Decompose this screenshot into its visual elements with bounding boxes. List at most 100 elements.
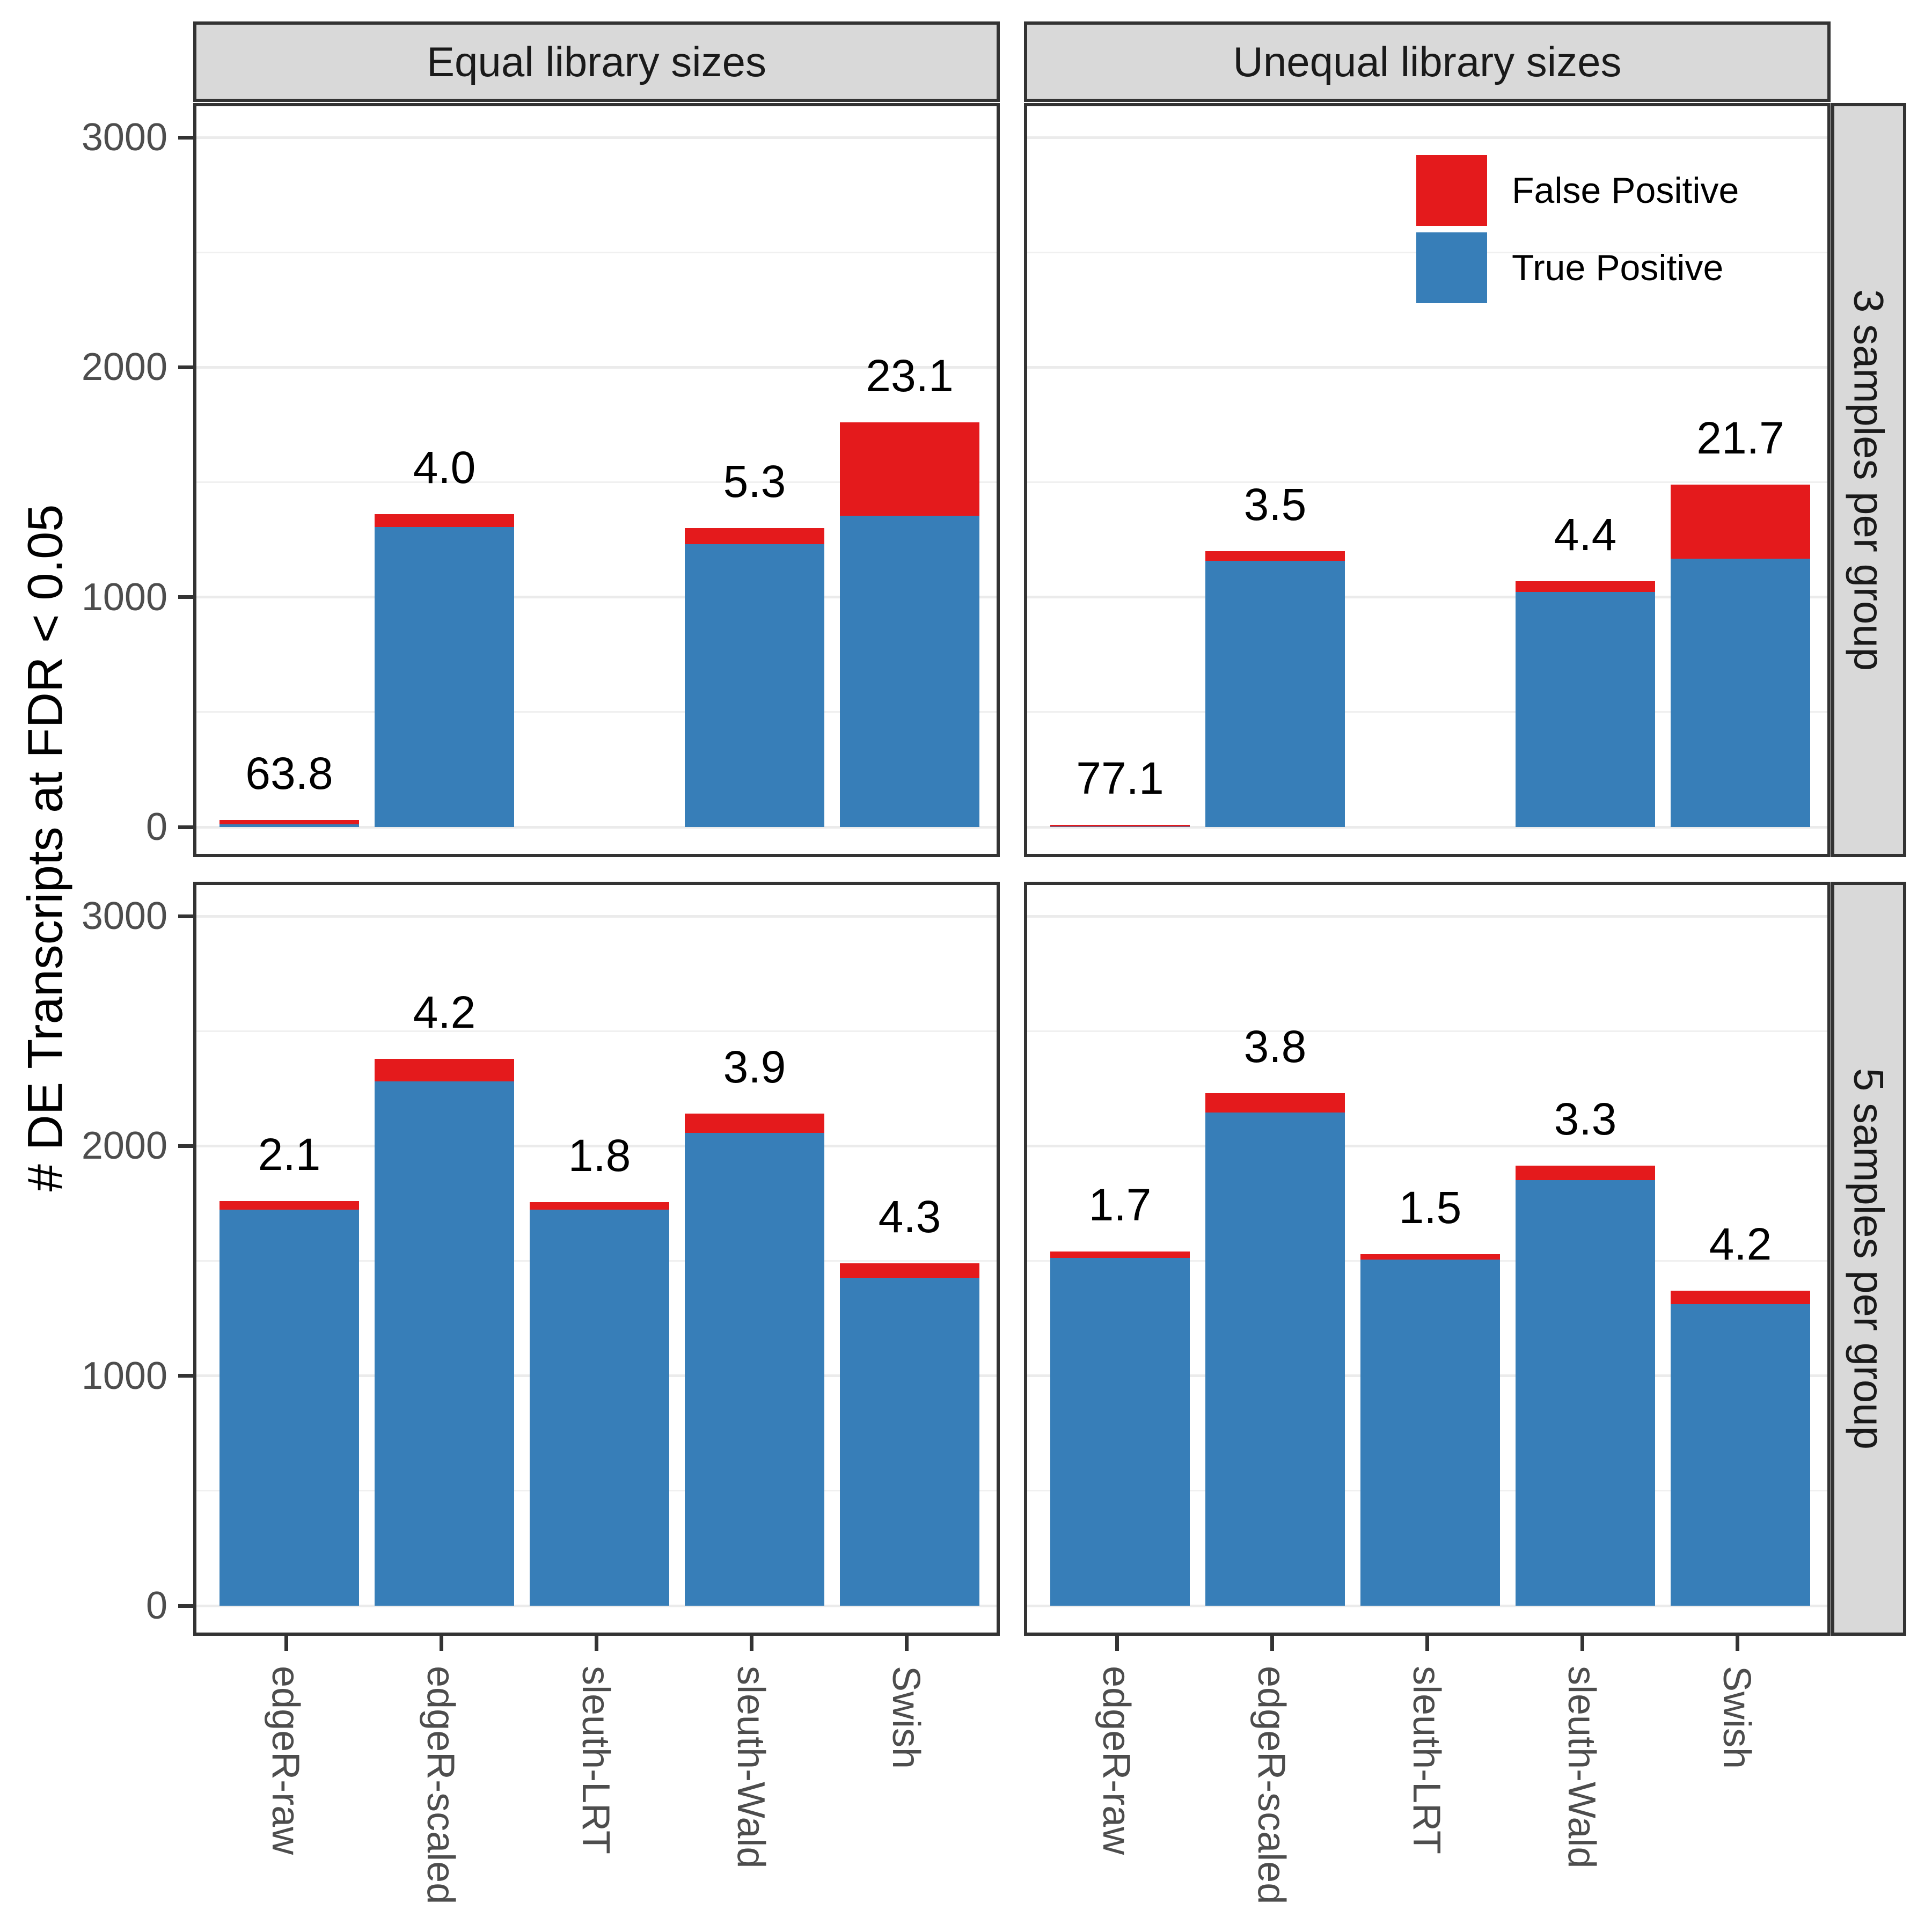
bar-sleuth-Wald <box>1516 581 1655 827</box>
false-positive-segment <box>375 1058 514 1082</box>
y-tick-label: 2000 <box>81 346 167 389</box>
bar-Swish <box>840 1263 979 1606</box>
true-positive-segment <box>1050 826 1190 827</box>
gridline-major <box>196 914 997 918</box>
bar-sleuth-Wald <box>685 528 824 827</box>
y-tick-mark <box>178 1604 193 1608</box>
fdr-percent-label: 4.2 <box>413 986 476 1037</box>
bar-sleuth-LRT <box>530 1202 669 1606</box>
false-positive-segment <box>1671 1291 1810 1305</box>
y-tick-mark <box>178 825 193 829</box>
y-tick-mark <box>178 1374 193 1378</box>
gridline-major <box>196 596 997 599</box>
fdr-percent-label: 3.9 <box>723 1042 786 1093</box>
fdr-percent-label: 4.0 <box>413 442 476 493</box>
facet-strip-label: Unequal library sizes <box>1233 38 1622 85</box>
bar-sleuth-Wald <box>1516 1165 1655 1606</box>
gridline-minor <box>1027 481 1827 484</box>
true-positive-segment <box>219 1210 359 1606</box>
fdr-percent-label: 23.1 <box>866 350 954 401</box>
x-tick-mark <box>1270 1636 1274 1651</box>
x-tick-mark <box>284 1636 288 1651</box>
bar-edgeR-raw <box>1050 1252 1190 1606</box>
false-positive-segment <box>219 1201 359 1210</box>
true-positive-segment <box>530 1210 669 1606</box>
fdr-percent-label: 77.1 <box>1076 752 1164 803</box>
y-tick-mark <box>178 1144 193 1148</box>
gridline-major <box>196 365 997 369</box>
gridline-major <box>196 136 997 139</box>
gridline-major <box>1027 596 1827 599</box>
bar-Swish <box>1671 484 1810 827</box>
y-tick-label: 3000 <box>81 895 167 938</box>
true-positive-segment <box>840 516 979 827</box>
y-tick-label: 1000 <box>81 1354 167 1397</box>
facet-strip-label: Equal library sizes <box>427 38 766 85</box>
legend-item-false-positive: False Positive <box>1416 155 1739 226</box>
true-positive-segment <box>1205 1113 1345 1606</box>
false-positive-segment <box>375 514 514 527</box>
x-tick-label: Swish <box>884 1666 927 1769</box>
bar-sleuth-Wald <box>685 1114 824 1606</box>
x-tick-label: edgeR-scaled <box>419 1666 462 1905</box>
panel-unequal-5-samples: 1.7 3.8 1.5 3.3 4.2 <box>1024 882 1831 1636</box>
gridline-major <box>1027 1604 1827 1607</box>
y-tick-mark <box>178 914 193 918</box>
gridline-major <box>196 1144 997 1147</box>
false-positive-segment <box>1050 824 1190 827</box>
x-tick-label: sleuth-Wald <box>1560 1666 1603 1869</box>
true-positive-swatch <box>1416 232 1487 303</box>
true-positive-segment <box>1516 1180 1655 1606</box>
gridline-major <box>1027 136 1827 139</box>
x-tick-mark <box>904 1636 909 1651</box>
true-positive-segment <box>1050 1257 1190 1606</box>
facet-strip-equal-library-sizes: Equal library sizes <box>193 21 1000 102</box>
false-positive-segment <box>1671 484 1810 559</box>
fdr-percent-label: 1.7 <box>1088 1180 1152 1231</box>
fdr-percent-label: 2.1 <box>258 1129 321 1180</box>
x-tick-label: edgeR-scaled <box>1250 1666 1293 1905</box>
x-tick-mark <box>749 1636 753 1651</box>
x-tick-label: sleuth-LRT <box>574 1666 617 1854</box>
facet-strip-label: 3 samples per group <box>1845 289 1893 671</box>
gridline-minor <box>196 251 997 253</box>
x-tick-mark <box>594 1636 598 1651</box>
bar-edgeR-scaled <box>375 1058 514 1606</box>
gridline-minor <box>1027 1030 1827 1032</box>
true-positive-segment <box>840 1278 979 1606</box>
bar-edgeR-scaled <box>1205 551 1345 827</box>
gridline-major <box>1027 825 1827 829</box>
fdr-percent-label: 1.5 <box>1399 1182 1462 1233</box>
x-tick-label: Swish <box>1715 1666 1758 1769</box>
bar-Swish <box>1671 1291 1810 1606</box>
x-tick-mark <box>1580 1636 1584 1651</box>
false-positive-segment <box>1360 1254 1500 1260</box>
x-tick-label: edgeR-raw <box>1095 1666 1138 1855</box>
fdr-percent-label: 63.8 <box>245 748 333 799</box>
y-tick-mark <box>178 365 193 369</box>
x-tick-label: edgeR-raw <box>264 1666 307 1855</box>
false-positive-segment <box>685 528 824 544</box>
x-tick-mark <box>1735 1636 1739 1651</box>
y-tick-label: 0 <box>145 1584 167 1627</box>
true-positive-segment <box>1671 559 1810 827</box>
y-tick-label: 3000 <box>81 116 167 159</box>
panel-equal-3-samples: 63.8 4.0 5.3 23.1 <box>193 103 1000 857</box>
false-positive-segment <box>1516 1165 1655 1180</box>
legend: False Positive True Positive <box>1416 155 1739 310</box>
true-positive-segment <box>1516 591 1655 827</box>
true-positive-segment <box>1205 561 1345 827</box>
y-tick-label: 0 <box>145 806 167 848</box>
gridline-minor <box>196 1030 997 1032</box>
gridline-major <box>196 1604 997 1607</box>
gridline-minor <box>196 711 997 713</box>
false-positive-segment <box>840 422 979 516</box>
legend-label: True Positive <box>1512 247 1724 288</box>
legend-item-true-positive: True Positive <box>1416 232 1739 303</box>
true-positive-segment <box>219 824 359 827</box>
fdr-percent-label: 4.4 <box>1554 509 1617 560</box>
y-tick-label: 2000 <box>81 1124 167 1168</box>
facet-strip-unequal-library-sizes: Unequal library sizes <box>1024 21 1831 102</box>
fdr-percent-label: 4.2 <box>1709 1219 1772 1270</box>
